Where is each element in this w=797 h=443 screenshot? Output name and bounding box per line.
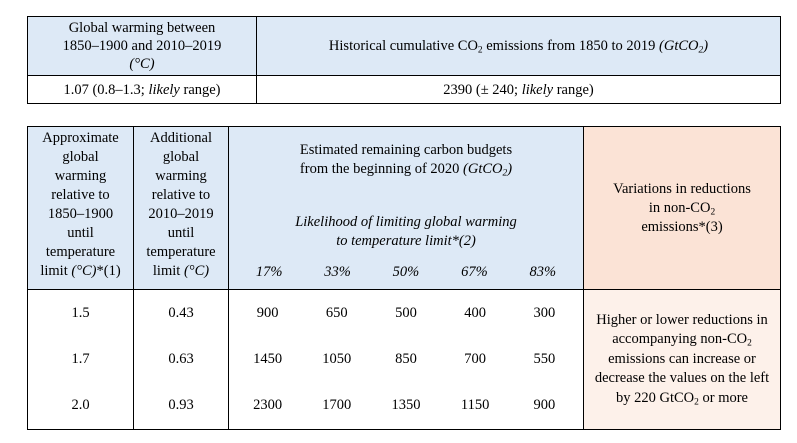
budget-1-67: 400 <box>464 305 487 321</box>
budget-row-3: 2300 1700 1350 1150 900 <box>229 396 583 415</box>
additional-warming-line-6: until <box>167 225 195 241</box>
budget-row-2: 1450 1050 850 700 550 <box>229 350 583 369</box>
variation-text-part3: or more <box>698 389 748 406</box>
approx-warming-line-7: temperature <box>45 244 116 260</box>
global-warming-value-main: 1.07 (0.8–1.3; <box>63 81 149 98</box>
additional-row-2: 0.63 <box>168 351 194 367</box>
cumulative-emissions-value-italic: likely <box>521 81 554 98</box>
budget-unit-subscript: 2 <box>502 168 508 179</box>
percentile-33: 33% <box>324 264 351 280</box>
variation-header: Variations in reductions in non-CO2 emis… <box>583 126 781 290</box>
budget-title-line2: from the beginning of 2020 <box>299 161 464 177</box>
global-warming-header: Global warming between 1850–1900 and 201… <box>27 16 257 76</box>
budget-3-67: 1150 <box>460 397 490 413</box>
historical-summary-table: Global warming between 1850–1900 and 201… <box>27 16 781 104</box>
approx-warming-line-2: global <box>62 149 99 165</box>
budget-values: 900 650 500 400 300 1450 1050 850 700 55… <box>228 289 584 430</box>
percentile-row: 17% 33% 50% 67% 83% <box>229 263 583 282</box>
budget-row-1: 900 650 500 400 300 <box>229 304 583 323</box>
budget-2-50: 850 <box>395 351 417 367</box>
global-warming-value: 1.07 (0.8–1.3; likely range) <box>27 75 257 104</box>
cumulative-emissions-value: 2390 (± 240; likely range) <box>256 75 781 104</box>
approx-warming-line-8b: (°C) <box>71 263 97 279</box>
variation-description: Higher or lower reductions in accompanyi… <box>583 289 781 430</box>
additional-warming-line-2: global <box>162 149 200 165</box>
cumulative-emissions-value-main: 2390 (± 240; <box>443 81 522 98</box>
approx-warming-line-6: until <box>67 225 94 241</box>
approx-warming-line-1: Approximate <box>42 130 119 146</box>
budget-1-50: 500 <box>395 305 417 321</box>
percentile-17: 17% <box>255 264 283 280</box>
global-warming-header-unit: (°C) <box>129 56 155 72</box>
carbon-budget-table: Approximate global warming relative to 1… <box>27 126 781 430</box>
approx-warming-line-8c: *(1) <box>96 263 121 279</box>
likelihood-label: Likelihood of limiting global warming to… <box>229 213 583 251</box>
budget-2-83: 550 <box>533 351 556 367</box>
approx-warming-line-4: relative to <box>51 187 110 203</box>
additional-warming-line-4: relative to <box>151 187 211 203</box>
variation-text-part1: Higher or lower reductions in accompanyi… <box>596 311 768 348</box>
approx-warming-header: Approximate global warming relative to 1… <box>27 126 134 290</box>
variation-text-subscript: 2 <box>747 338 752 349</box>
budget-1-83: 300 <box>533 305 556 321</box>
budget-1-33: 650 <box>325 305 348 321</box>
additional-row-3: 0.93 <box>168 397 194 413</box>
global-warming-value-end: range) <box>179 81 221 98</box>
additional-warming-line-5: 2010–2019 <box>148 206 214 222</box>
additional-warming-line-3: warming <box>155 168 207 184</box>
global-warming-header-line2: 1850–1900 and 2010–2019 <box>62 38 222 54</box>
budget-3-83: 900 <box>533 397 556 413</box>
percentile-83: 83% <box>529 264 557 280</box>
warming-values: 1.5 1.7 2.0 <box>27 289 134 430</box>
warming-row-3: 2.0 <box>71 397 90 413</box>
additional-warming-line-1: Additional <box>149 130 213 146</box>
cumulative-emissions-header-main: Historical cumulative CO <box>328 38 478 54</box>
variation-header-line2: in non-CO <box>648 199 711 216</box>
co2-subscript: 2 <box>477 45 483 56</box>
likelihood-line2: to temperature limit*(2) <box>336 233 476 249</box>
global-warming-value-italic: likely <box>148 81 180 98</box>
warming-row-2: 1.7 <box>71 351 90 367</box>
additional-values: 0.43 0.63 0.93 <box>133 289 229 430</box>
percentile-67: 67% <box>461 264 488 280</box>
additional-warming-header: Additional global warming relative to 20… <box>133 126 229 290</box>
variation-header-subscript: 2 <box>710 206 716 217</box>
additional-warming-line-7: temperature <box>146 244 216 260</box>
budget-title-unit: (GtCO <box>463 161 503 177</box>
cumulative-emissions-unit: (GtCO <box>659 38 699 54</box>
budget-2-17: 1450 <box>253 351 283 367</box>
variation-header-line1: Variations in reductions <box>613 180 751 197</box>
budget-title: Estimated remaining carbon budgets from … <box>229 141 583 179</box>
additional-row-1: 0.43 <box>168 305 194 321</box>
approx-warming-line-5: 1850–1900 <box>47 206 114 222</box>
additional-warming-line-8b: (°C) <box>183 263 210 279</box>
budget-title-line1: Estimated remaining carbon budgets <box>299 142 513 158</box>
budget-header: Estimated remaining carbon budgets from … <box>228 126 584 290</box>
cumulative-emissions-unit-end: ) <box>703 38 709 54</box>
variation-text-part2: emissions can increase or decrease the v… <box>594 350 770 406</box>
variation-text-subscript-2: 2 <box>694 397 699 408</box>
percentile-50: 50% <box>392 264 420 280</box>
additional-warming-line-8a: limit <box>152 263 184 279</box>
likelihood-line1: Likelihood of limiting global warming <box>295 214 517 230</box>
warming-row-1: 1.5 <box>71 305 90 321</box>
global-warming-header-line1: Global warming between <box>68 20 216 36</box>
budget-3-50: 1350 <box>391 397 421 413</box>
approx-warming-line-3: warming <box>54 168 107 184</box>
variation-header-line3: emissions*(3) <box>641 218 723 235</box>
approx-warming-line-8a: limit <box>40 263 72 279</box>
cumulative-emissions-value-end: range) <box>553 81 594 98</box>
budget-title-unit-end: ) <box>507 161 513 177</box>
budget-3-17: 2300 <box>253 397 283 413</box>
budget-2-67: 700 <box>464 351 487 367</box>
budget-2-33: 1050 <box>322 351 352 367</box>
unit-subscript: 2 <box>698 45 704 56</box>
budget-3-33: 1700 <box>322 397 352 413</box>
cumulative-emissions-header: Historical cumulative CO2 emissions from… <box>256 16 781 76</box>
cumulative-emissions-header-rest: emissions from 1850 to 2019 <box>482 38 660 54</box>
budget-1-17: 900 <box>256 305 279 321</box>
